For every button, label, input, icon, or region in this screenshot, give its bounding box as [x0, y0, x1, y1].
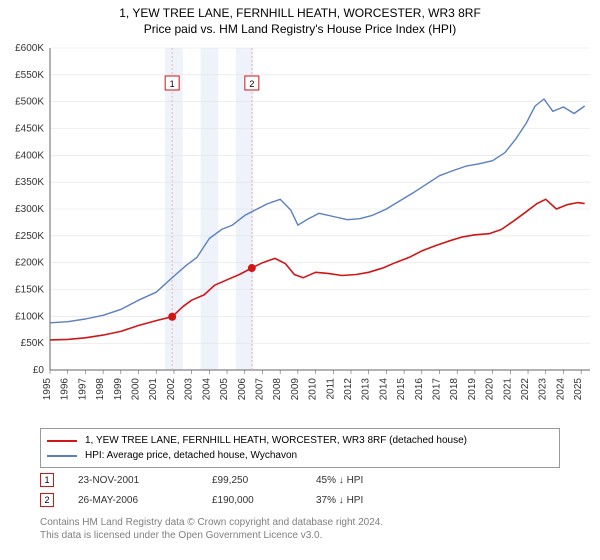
transaction-date: 23-NOV-2001 — [78, 475, 188, 486]
legend-label: 1, YEW TREE LANE, FERNHILL HEATH, WORCES… — [85, 433, 467, 448]
legend: 1, YEW TREE LANE, FERNHILL HEATH, WORCES… — [40, 428, 560, 468]
svg-text:2014: 2014 — [378, 378, 389, 401]
transaction-price: £99,250 — [212, 475, 292, 486]
svg-text:2018: 2018 — [449, 378, 460, 401]
footnote: Contains HM Land Registry data © Crown c… — [40, 516, 560, 542]
marker-badge: 1 — [40, 473, 54, 487]
svg-text:2013: 2013 — [361, 378, 372, 401]
svg-text:2008: 2008 — [272, 378, 283, 401]
chart-title: 1, YEW TREE LANE, FERNHILL HEATH, WORCES… — [0, 0, 600, 22]
svg-text:2001: 2001 — [148, 378, 159, 401]
svg-text:£550K: £550K — [15, 70, 44, 81]
legend-swatch — [47, 455, 77, 457]
svg-text:2012: 2012 — [343, 378, 354, 401]
svg-text:£350K: £350K — [15, 177, 44, 188]
svg-text:£300K: £300K — [15, 204, 44, 215]
svg-text:1999: 1999 — [113, 378, 124, 401]
svg-text:£200K: £200K — [15, 258, 44, 269]
svg-text:1998: 1998 — [95, 378, 106, 401]
svg-text:2011: 2011 — [325, 378, 336, 400]
svg-text:1997: 1997 — [77, 378, 88, 401]
svg-text:2006: 2006 — [237, 378, 248, 401]
svg-text:£600K: £600K — [15, 43, 44, 54]
svg-text:2005: 2005 — [219, 378, 230, 401]
svg-text:2017: 2017 — [432, 378, 443, 401]
svg-text:2002: 2002 — [166, 378, 177, 401]
transaction-delta: 37% ↓ HPI — [316, 495, 363, 506]
legend-label: HPI: Average price, detached house, Wych… — [85, 448, 297, 463]
svg-text:£0: £0 — [33, 365, 45, 376]
legend-item-property: 1, YEW TREE LANE, FERNHILL HEATH, WORCES… — [47, 433, 553, 448]
svg-text:£150K: £150K — [15, 285, 44, 296]
svg-text:2004: 2004 — [201, 378, 212, 401]
transaction-row: 1 23-NOV-2001 £99,250 45% ↓ HPI — [40, 470, 560, 490]
transaction-date: 26-MAY-2006 — [78, 495, 188, 506]
svg-text:£100K: £100K — [15, 311, 44, 322]
transaction-price: £190,000 — [212, 495, 292, 506]
svg-text:2007: 2007 — [254, 378, 265, 401]
transaction-row: 2 26-MAY-2006 £190,000 37% ↓ HPI — [40, 490, 560, 510]
chart-subtitle: Price paid vs. HM Land Registry's House … — [0, 22, 600, 38]
svg-text:2019: 2019 — [467, 378, 478, 401]
transaction-delta: 45% ↓ HPI — [316, 475, 363, 486]
svg-text:2010: 2010 — [308, 378, 319, 401]
footnote-line: Contains HM Land Registry data © Crown c… — [40, 516, 560, 529]
marker-badge: 2 — [40, 493, 54, 507]
chart-area: £0 £50K £100K £150K £200K £250K £300K £350K £400… — [0, 40, 600, 420]
svg-text:£400K: £400K — [15, 150, 44, 161]
svg-text:1: 1 — [170, 79, 175, 89]
svg-text:1995: 1995 — [42, 378, 53, 401]
svg-text:£500K: £500K — [15, 97, 44, 108]
svg-text:£50K: £50K — [21, 338, 45, 349]
svg-text:2015: 2015 — [396, 378, 407, 401]
svg-text:1996: 1996 — [60, 378, 71, 401]
svg-text:2009: 2009 — [290, 378, 301, 401]
svg-text:2024: 2024 — [555, 378, 566, 401]
svg-text:2020: 2020 — [485, 378, 496, 401]
svg-text:2022: 2022 — [520, 378, 531, 401]
svg-text:2023: 2023 — [538, 378, 549, 401]
svg-text:£250K: £250K — [15, 231, 44, 242]
footnote-line: This data is licensed under the Open Gov… — [40, 529, 560, 542]
svg-text:2: 2 — [249, 79, 254, 89]
transaction-table: 1 23-NOV-2001 £99,250 45% ↓ HPI 2 26-MAY… — [40, 470, 560, 510]
svg-text:2000: 2000 — [131, 378, 142, 401]
legend-swatch — [47, 440, 77, 442]
svg-text:£450K: £450K — [15, 124, 44, 135]
svg-text:2016: 2016 — [414, 378, 425, 401]
svg-text:2025: 2025 — [573, 378, 584, 401]
svg-text:2003: 2003 — [184, 378, 195, 401]
legend-item-hpi: HPI: Average price, detached house, Wych… — [47, 448, 553, 463]
svg-text:2021: 2021 — [502, 378, 513, 401]
